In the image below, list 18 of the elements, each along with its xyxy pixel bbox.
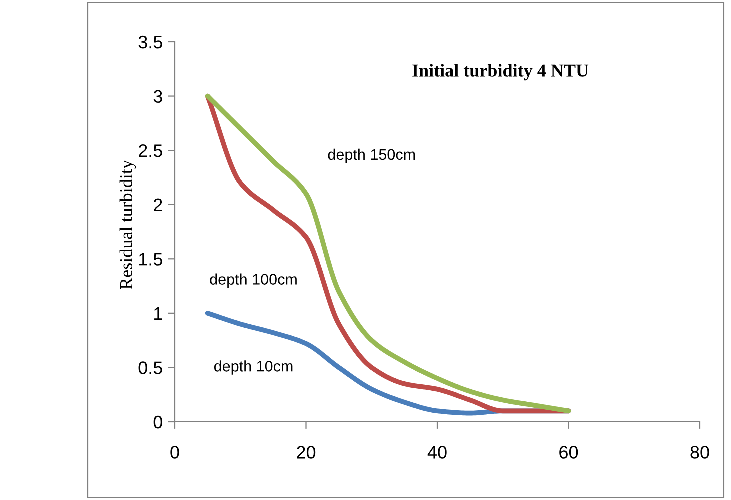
- y-tick-label: 3: [154, 90, 162, 104]
- y-tick-label: 1: [154, 308, 162, 320]
- y-tick-label: 2.5: [139, 144, 162, 158]
- y-tick-label: 0.5: [138, 362, 162, 374]
- y-tick-label: 0: [154, 416, 162, 429]
- series-label: depth 100cm: [210, 274, 297, 288]
- y-axis-title: Residual turbidity: [120, 160, 136, 290]
- series-label: depth 10cm: [214, 360, 293, 375]
- y-tick-label: 3.5: [138, 36, 162, 49]
- x-tick-label: 40: [428, 446, 447, 459]
- text: Initial turbidity 4 NTU: [412, 64, 589, 81]
- x-tick-label: 20: [297, 446, 316, 459]
- y-tick-label: 1.5: [139, 253, 162, 266]
- y-tick-label: 2: [154, 198, 162, 212]
- text: depth 150cm: [328, 148, 416, 164]
- x-tick-label: 0: [170, 446, 180, 459]
- x-tick-label: 60: [560, 446, 578, 459]
- x-tick-label: 80: [690, 446, 710, 459]
